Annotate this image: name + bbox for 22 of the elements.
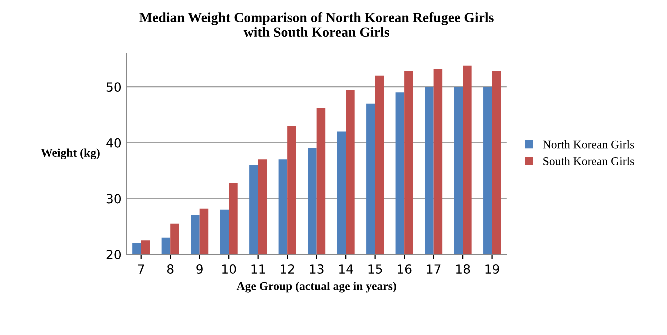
x-tick-label: 15	[368, 264, 382, 274]
x-tick-label: 9	[196, 264, 203, 274]
y-tick-label: 40	[106, 138, 122, 148]
x-tick-label: 8	[167, 264, 174, 274]
chart-title: Median Weight Comparison of North Korean Refugee Girls with South Korean Girls	[140, 12, 494, 38]
y-tick-label: 20	[106, 250, 122, 260]
y-tick-label: 50	[106, 82, 122, 92]
x-tick-label: 16	[398, 264, 412, 274]
x-tick-label: 13	[310, 264, 324, 274]
legend-label: South Korean Girls	[544, 157, 634, 166]
x-tick-label: 14	[339, 264, 354, 274]
x-tick-label: 10	[222, 264, 236, 274]
x-tick-label: 18	[456, 264, 470, 274]
x-tick-label: 7	[138, 264, 144, 274]
y-tick-label: 30	[106, 194, 122, 204]
x-tick-label: 11	[252, 264, 266, 274]
x-tick-label: 19	[486, 264, 500, 274]
x-tick-label: 12	[281, 264, 294, 274]
legend-label: North Korean Girls	[543, 140, 634, 149]
y-axis-title: Weight (kg)	[41, 148, 100, 160]
x-axis-title: Age Group (actual age in years)	[236, 282, 396, 293]
x-tick-label: 17	[427, 264, 441, 274]
